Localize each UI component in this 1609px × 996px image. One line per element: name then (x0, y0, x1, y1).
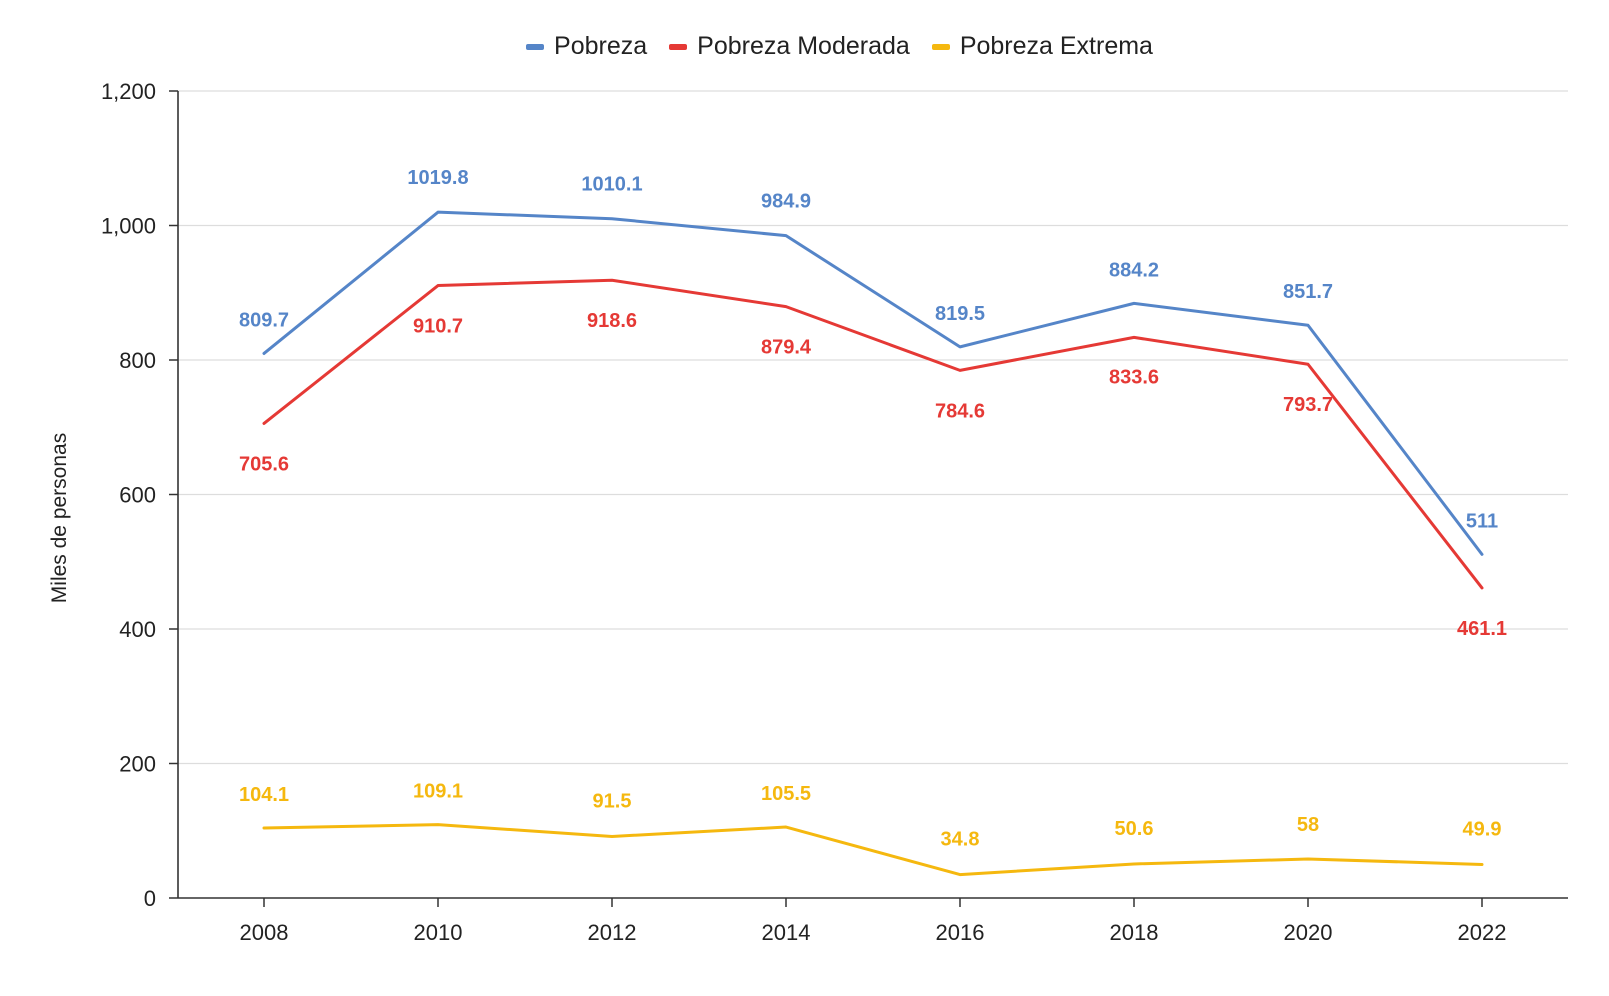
data-label: 879.4 (761, 337, 812, 359)
data-label: 34.8 (941, 829, 980, 851)
y-tick-label: 200 (119, 752, 156, 777)
data-label: 851.7 (1283, 281, 1333, 303)
y-tick-label: 0 (144, 886, 156, 911)
data-label: 833.6 (1109, 366, 1159, 388)
data-label: 109.1 (413, 781, 463, 803)
data-label: 461.1 (1457, 618, 1507, 640)
data-label: 918.6 (587, 310, 637, 332)
legend-swatch-pobreza-extrema (931, 43, 950, 50)
x-tick-label: 2022 (1458, 920, 1507, 945)
y-tick-label: 400 (119, 617, 156, 642)
data-label: 49.9 (1463, 818, 1502, 840)
data-label: 511 (1466, 510, 1498, 532)
data-label: 793.7 (1283, 394, 1333, 416)
series-line-0 (262, 210, 1484, 556)
x-tick-label: 2008 (240, 920, 289, 945)
x-tick-label: 2020 (1284, 920, 1333, 945)
legend-swatch-pobreza-moderada (669, 43, 688, 50)
y-tick-label: 1,000 (101, 214, 156, 239)
data-label: 1010.1 (581, 174, 642, 196)
data-label: 705.6 (239, 453, 289, 475)
legend: Pobreza Pobreza Moderada Pobreza Extrema (0, 32, 1609, 61)
data-label: 884.2 (1109, 259, 1159, 281)
legend-swatch-pobreza (526, 43, 545, 50)
series-line-1 (262, 278, 1484, 590)
legend-item-pobreza-moderada[interactable]: Pobreza Moderada (669, 32, 910, 61)
data-label: 50.6 (1115, 818, 1154, 840)
data-label: 104.1 (239, 784, 289, 806)
legend-label-pobreza-moderada: Pobreza Moderada (697, 32, 910, 60)
data-label: 819.5 (935, 303, 985, 325)
x-tick-label: 2018 (1110, 920, 1159, 945)
legend-item-pobreza-extrema[interactable]: Pobreza Extrema (931, 32, 1153, 61)
data-label: 91.5 (593, 790, 632, 812)
series-line-2 (262, 823, 1484, 877)
x-tick-label: 2016 (936, 920, 985, 945)
y-tick-label: 600 (119, 483, 156, 508)
x-tick-label: 2012 (588, 920, 637, 945)
data-label: 809.7 (239, 309, 289, 331)
data-label: 984.9 (761, 191, 811, 213)
x-tick-label: 2010 (414, 920, 463, 945)
data-label: 784.6 (935, 400, 985, 422)
legend-item-pobreza[interactable]: Pobreza (526, 32, 647, 61)
x-tick-label: 2014 (762, 920, 811, 945)
y-tick-label: 800 (119, 348, 156, 373)
data-label: 910.7 (413, 316, 463, 338)
legend-label-pobreza: Pobreza (554, 32, 648, 60)
legend-label-pobreza-extrema: Pobreza Extrema (959, 32, 1153, 60)
y-tick-label: 1,200 (101, 79, 156, 104)
data-label: 58 (1297, 814, 1319, 836)
data-label: 1019.8 (407, 167, 468, 189)
data-label: 105.5 (761, 783, 811, 805)
